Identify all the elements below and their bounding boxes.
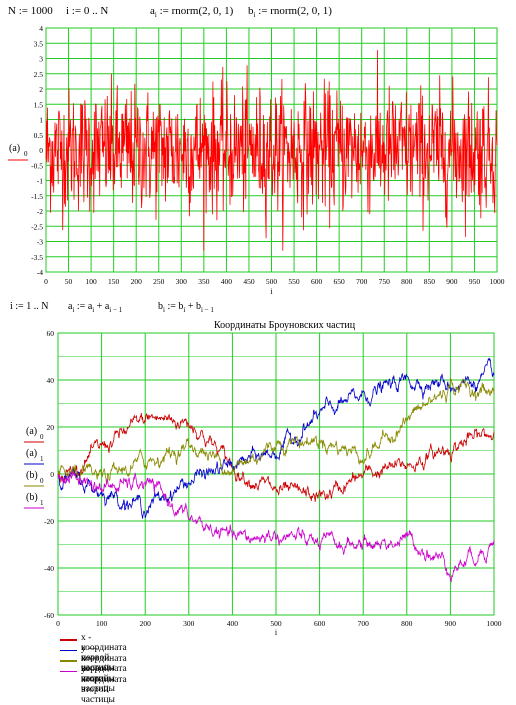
x-tick-label: 900 bbox=[445, 619, 457, 628]
y-tick-label: -40 bbox=[44, 564, 54, 573]
y-axis-label: (a) bbox=[9, 143, 20, 154]
formula-i-range-2: i := 1 .. N bbox=[10, 301, 49, 312]
series-y1 bbox=[57, 357, 495, 519]
y-axis-label-sub: 1 bbox=[40, 499, 44, 507]
y-axis-label-sub: 0 bbox=[40, 433, 44, 441]
x-tick-label: 750 bbox=[379, 277, 391, 286]
y-tick-label: -0.5 bbox=[31, 161, 43, 170]
x-tick-label: 1000 bbox=[490, 277, 505, 286]
y-axis-label: (a) bbox=[26, 448, 37, 459]
y-axis-label: (a) bbox=[26, 426, 37, 437]
y-tick-label: 60 bbox=[47, 329, 55, 338]
y-tick-label: 0 bbox=[50, 470, 54, 479]
x-tick-label: 500 bbox=[266, 277, 278, 286]
x-tick-label: 350 bbox=[198, 277, 210, 286]
y-tick-label: 40 bbox=[47, 376, 55, 385]
x-axis-label: i bbox=[275, 628, 278, 636]
x-tick-label: 600 bbox=[314, 619, 326, 628]
y-tick-label: -4 bbox=[37, 268, 43, 277]
x-tick-label: 800 bbox=[401, 277, 413, 286]
x-tick-label: 950 bbox=[469, 277, 481, 286]
y-tick-label: -1.5 bbox=[31, 192, 43, 201]
chart2-title: Координаты Броуновских частиц bbox=[214, 320, 356, 331]
legend-swatch bbox=[60, 670, 77, 672]
x-tick-label: 100 bbox=[96, 619, 108, 628]
x-tick-label: 450 bbox=[243, 277, 255, 286]
x-tick-label: 300 bbox=[176, 277, 188, 286]
formula-i-range: i := 0 .. N bbox=[66, 5, 109, 17]
legend-label: x - координата первой частицы bbox=[81, 633, 127, 673]
x-axis-label: i bbox=[270, 287, 273, 296]
formula-b-sum: bi := bi + bi − 1 bbox=[158, 301, 214, 314]
y-tick-label: -20 bbox=[44, 517, 54, 526]
x-tick-label: 700 bbox=[356, 277, 368, 286]
x-tick-label: 0 bbox=[56, 619, 60, 628]
y-tick-label: 20 bbox=[47, 423, 55, 432]
x-tick-label: 0 bbox=[44, 277, 48, 286]
x-tick-label: 200 bbox=[140, 619, 152, 628]
x-tick-label: 250 bbox=[153, 277, 165, 286]
x-tick-label: 550 bbox=[288, 277, 300, 286]
series-x2 bbox=[57, 377, 495, 485]
y-tick-label: -2.5 bbox=[31, 222, 43, 231]
series-x1 bbox=[57, 412, 495, 502]
y-tick-label: -3.5 bbox=[31, 253, 43, 262]
y-tick-label: 0 bbox=[39, 146, 43, 155]
legend-swatch bbox=[60, 660, 77, 662]
legend-swatch bbox=[60, 649, 77, 651]
x-tick-label: 800 bbox=[401, 619, 413, 628]
y-tick-label: 4 bbox=[39, 24, 43, 33]
x-tick-label: 700 bbox=[358, 619, 370, 628]
y-tick-label: 2.5 bbox=[34, 70, 44, 79]
y-tick-label: -1 bbox=[37, 177, 43, 186]
x-tick-label: 150 bbox=[108, 277, 120, 286]
y-tick-label: 2 bbox=[39, 85, 43, 94]
series-y2 bbox=[57, 471, 495, 583]
y-tick-label: -2 bbox=[37, 207, 43, 216]
legend-swatch bbox=[60, 639, 77, 641]
y-axis-label-sub: 0 bbox=[24, 150, 28, 158]
y-tick-label: 3 bbox=[39, 55, 43, 64]
y-axis-label-sub: 0 bbox=[40, 477, 44, 485]
x-tick-label: 500 bbox=[270, 619, 282, 628]
y-axis-label: (b) bbox=[26, 492, 38, 503]
y-axis-label-sub: 1 bbox=[40, 455, 44, 463]
x-tick-label: 200 bbox=[131, 277, 143, 286]
x-tick-label: 600 bbox=[311, 277, 323, 286]
y-tick-label: -60 bbox=[44, 611, 54, 620]
y-tick-label: 1 bbox=[39, 116, 43, 125]
formula-a-rnorm: ai := rnorm(2, 0, 1) bbox=[150, 5, 234, 20]
y-axis-label: (b) bbox=[26, 470, 38, 481]
formula-a-sum: ai := ai + ai − 1 bbox=[68, 301, 123, 314]
x-tick-label: 300 bbox=[183, 619, 195, 628]
series-noise bbox=[45, 50, 498, 251]
x-tick-label: 400 bbox=[227, 619, 239, 628]
legend-label: y — координата второй частицы bbox=[81, 664, 127, 705]
y-tick-label: 0.5 bbox=[34, 131, 44, 140]
noise-chart: 0 50 100 150 200 250 300 350 400 450 500 550 600 650 7… bbox=[8, 24, 505, 296]
y-tick-label: 1.5 bbox=[34, 100, 44, 109]
x-tick-label: 100 bbox=[85, 277, 97, 286]
y-tick-label: -3 bbox=[37, 238, 43, 247]
x-tick-label: 1000 bbox=[487, 619, 502, 628]
brownian-chart: 0 100 200 300 400 500 600 700 800 900 10006040200-… bbox=[24, 329, 502, 636]
x-tick-label: 400 bbox=[221, 277, 233, 286]
x-tick-label: 50 bbox=[65, 277, 73, 286]
x-tick-label: 850 bbox=[424, 277, 436, 286]
y-tick-label: 3.5 bbox=[34, 39, 44, 48]
formula-b-rnorm: bi := rnorm(2, 0, 1) bbox=[248, 5, 332, 20]
x-tick-label: 650 bbox=[334, 277, 346, 286]
x-tick-label: 900 bbox=[446, 277, 458, 286]
formula-n: N := 1000 bbox=[8, 5, 53, 17]
